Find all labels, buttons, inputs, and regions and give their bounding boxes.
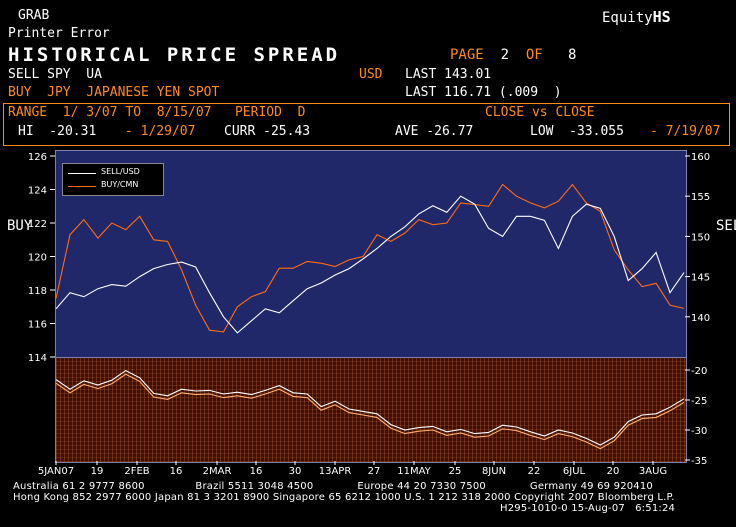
sell-series-line [55, 195, 685, 334]
x-axis-tick: 27 [368, 466, 381, 477]
sell-leg: SELL SPY UA [8, 67, 102, 82]
legend-swatch-sell [68, 173, 96, 174]
x-axis-tick: 13APR [319, 466, 352, 477]
x-axis-tick: 3AUG [639, 466, 667, 477]
grab-label[interactable]: GRAB [18, 8, 50, 23]
buy-leg: BUY JPY JAPANESE YEN SPOT [8, 85, 220, 100]
spread-axis-tick: -20 [691, 366, 707, 377]
stat-high: HI -20.31 [18, 124, 97, 139]
spread-axis-tick: -25 [691, 396, 707, 407]
right-axis-tick: 160 [691, 152, 710, 163]
footer-contacts-1: Australia 61 2 9777 8600 Brazil 5511 304… [13, 481, 653, 492]
page-number: 2 [500, 47, 510, 63]
x-axis-tick: 6JUL [563, 466, 586, 477]
x-axis-tick: 16 [170, 466, 183, 477]
sell-currency: USD [359, 67, 383, 82]
spread-series-line-highlight [55, 369, 685, 446]
x-axis-tick: 19 [91, 466, 104, 477]
x-axis-tick: 22 [528, 466, 541, 477]
right-axis-tick: 145 [691, 273, 710, 284]
page-title: HISTORICAL PRICE SPREAD [8, 44, 341, 66]
comparison-basis[interactable]: CLOSE vs CLOSE [485, 105, 595, 120]
range-stats-bar [3, 103, 730, 146]
spread-series-line [55, 373, 685, 450]
chart-legend: SELL/USD BUY/CMN [62, 163, 164, 196]
x-axis-tick: 8JUN [482, 466, 506, 477]
stat-low: LOW -33.055 [530, 124, 624, 139]
spread-axis-tick: -30 [691, 426, 707, 437]
footer-id-timestamp: H295-1010-0 15-Aug-07 6:51:24 [500, 503, 676, 514]
equity-label: EquityHS [602, 8, 671, 26]
right-axis-tick: 155 [691, 192, 710, 203]
function-code: HS [652, 8, 671, 26]
x-axis-tick: 25 [449, 466, 462, 477]
left-axis-tick: 124 [28, 186, 47, 197]
range-period[interactable]: RANGE 1/ 3/07 TO 8/15/07 PERIOD D [8, 105, 306, 120]
spread-axis-tick: -35 [691, 456, 707, 467]
page-total: 8 [568, 47, 577, 63]
spread-chart-panel[interactable] [55, 357, 687, 463]
x-axis-tick: 2MAR [203, 466, 232, 477]
x-axis-tick: 30 [289, 466, 302, 477]
page-indicator: PAGE 2 OF 8 [450, 47, 577, 63]
stat-current: CURR -25.43 [224, 124, 311, 139]
left-axis-tick: 122 [28, 219, 47, 230]
right-axis-tick: 140 [691, 313, 710, 324]
left-axis-tick: 118 [28, 286, 47, 297]
left-axis-tick: 126 [28, 152, 47, 163]
x-axis-tick: 16 [250, 466, 263, 477]
sell-last-price: LAST 143.01 [405, 67, 492, 82]
printer-error-text: Printer Error [8, 26, 110, 41]
legend-label-buy: BUY/CMN [101, 180, 139, 189]
footer-contacts-2: Hong Kong 852 2977 6000 Japan 81 3 3201 … [13, 492, 675, 503]
left-axis-tick: 114 [28, 353, 47, 364]
left-axis-tick: 116 [28, 320, 47, 331]
x-axis-tick: 5JAN07 [38, 466, 74, 477]
legend-swatch-buy [68, 186, 96, 187]
stat-high-date: - 1/29/07 [125, 124, 196, 139]
right-axis-tick: 150 [691, 232, 710, 243]
stat-average: AVE -26.77 [395, 124, 474, 139]
left-axis-tick: 120 [28, 253, 47, 264]
x-axis-tick: 20 [607, 466, 620, 477]
x-axis-tick: 11MAY [397, 466, 431, 477]
buy-series-line [55, 183, 685, 333]
stat-low-date: - 7/19/07 [650, 124, 721, 139]
x-axis-tick: 2FEB [124, 466, 149, 477]
buy-last-price: LAST 116.71 (.009 ) [405, 85, 562, 100]
legend-label-sell: SELL/USD [101, 167, 140, 176]
